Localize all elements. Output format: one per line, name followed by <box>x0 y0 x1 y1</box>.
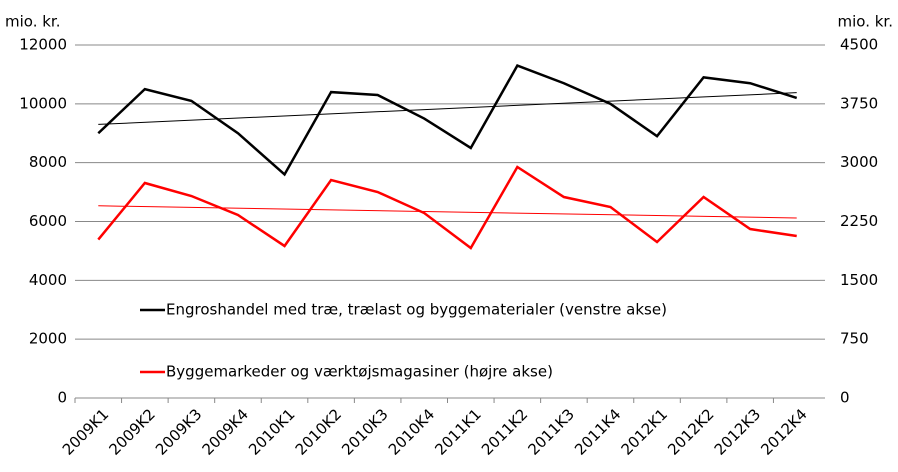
legend-label: Byggemarkeder og værktøjsmagasiner (højr… <box>166 363 553 381</box>
y2-tick-label: 0 <box>840 389 850 407</box>
trend-line <box>98 205 797 219</box>
y-tick-label: 10000 <box>19 94 67 112</box>
y-tick-label: 8000 <box>29 153 67 171</box>
x-tick-label: 2011K1 <box>431 405 484 458</box>
x-tick-label: 2012K1 <box>618 405 671 458</box>
series-line <box>97 165 797 250</box>
x-tick-label: 2010K1 <box>245 405 298 458</box>
y2-tick-label: 3750 <box>840 94 878 112</box>
y-tick-label: 6000 <box>29 212 67 230</box>
x-tick-label: 2009K4 <box>199 405 252 458</box>
x-tick-label: 2009K3 <box>152 405 205 458</box>
x-tick-label: 2009K1 <box>59 405 112 458</box>
y2-tick-label: 4500 <box>840 36 878 54</box>
x-tick-label: 2011K2 <box>478 405 531 458</box>
x-tick-label: 2012K2 <box>664 405 717 458</box>
x-tick-label: 2010K2 <box>292 405 345 458</box>
y2-tick-label: 2250 <box>840 212 878 230</box>
y-tick-label: 12000 <box>19 36 67 54</box>
series-line <box>97 64 798 177</box>
y2-tick-label: 750 <box>840 330 869 348</box>
x-tick-label: 2012K4 <box>757 405 810 458</box>
x-tick-label: 2011K3 <box>524 405 577 458</box>
y-tick-label: 4000 <box>29 271 67 289</box>
x-tick-label: 2010K3 <box>338 405 391 458</box>
y-axis-label: mio. kr. <box>5 13 60 31</box>
y-tick-label: 2000 <box>29 330 67 348</box>
x-tick-label: 2009K2 <box>105 405 158 458</box>
y2-tick-label: 1500 <box>840 271 878 289</box>
x-tick-label: 2011K4 <box>571 405 624 458</box>
y2-tick-label: 3000 <box>840 153 878 171</box>
trend-line <box>98 92 797 125</box>
x-tick-label: 2010K4 <box>385 405 438 458</box>
legend-label: Engroshandel med træ, trælast og byggema… <box>166 301 667 319</box>
x-tick-label: 2012K3 <box>711 405 764 458</box>
y-tick-label: 0 <box>57 389 67 407</box>
y2-axis-label: mio. kr. <box>838 13 893 31</box>
